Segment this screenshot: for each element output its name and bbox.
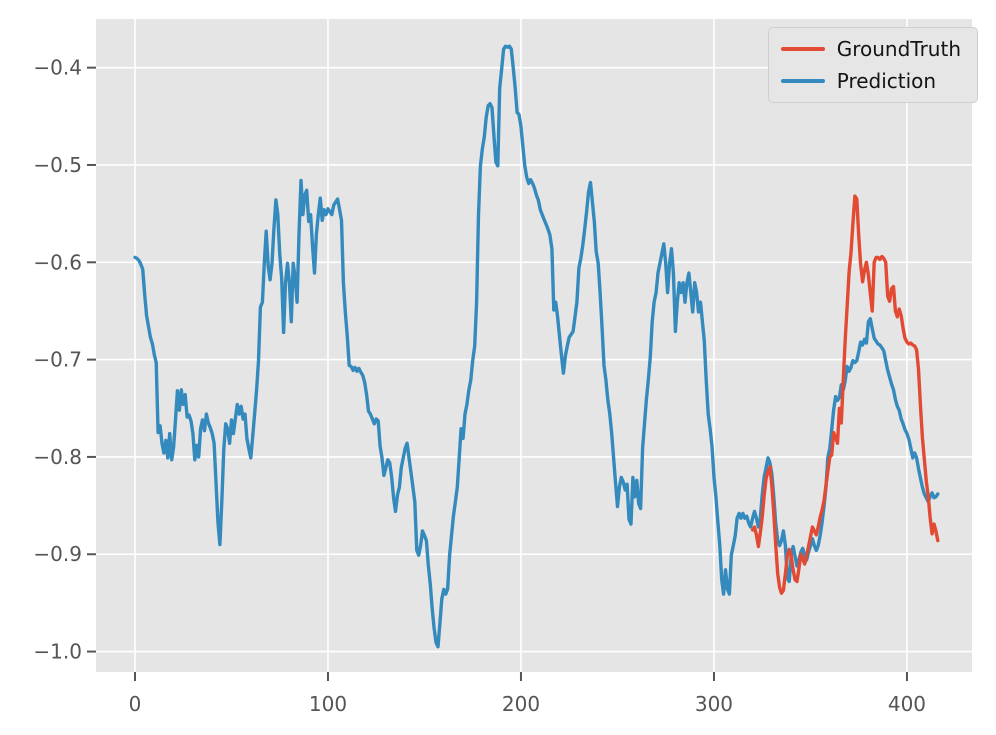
y-tick-label: −0.9 — [33, 542, 82, 566]
y-tick-label: −0.7 — [33, 348, 82, 372]
y-tick-label: −0.8 — [33, 445, 82, 469]
y-tick-label: −0.6 — [33, 250, 82, 274]
legend-item-prediction: Prediction — [780, 69, 961, 93]
legend-label-groundtruth: GroundTruth — [836, 37, 961, 61]
x-tick-label: 300 — [695, 692, 733, 716]
legend-line-prediction-icon — [780, 79, 825, 83]
y-tick-label: −0.5 — [33, 153, 82, 177]
x-tick-label: 400 — [888, 692, 926, 716]
legend-item-groundtruth: GroundTruth — [780, 37, 961, 61]
series-line-groundtruth — [750, 194, 940, 595]
legend-line-groundtruth-icon — [780, 47, 825, 51]
y-tick-label: −0.4 — [33, 56, 82, 80]
series-line-prediction — [133, 44, 940, 649]
x-tick-label: 100 — [309, 692, 347, 716]
x-tick-label: 0 — [129, 692, 142, 716]
y-tick-label: −1.0 — [33, 640, 82, 664]
legend: GroundTruth Prediction — [767, 27, 978, 103]
plot-panel — [96, 19, 972, 672]
legend-label-prediction: Prediction — [836, 69, 937, 93]
x-tick-label: 200 — [502, 692, 540, 716]
